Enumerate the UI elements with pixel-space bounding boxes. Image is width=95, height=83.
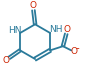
Text: HN: HN	[8, 26, 21, 35]
Text: O: O	[71, 47, 78, 56]
Text: O: O	[2, 56, 9, 65]
Text: O: O	[63, 25, 70, 34]
Text: O: O	[30, 1, 37, 10]
Text: -: -	[76, 43, 79, 53]
Text: NH: NH	[49, 25, 62, 34]
